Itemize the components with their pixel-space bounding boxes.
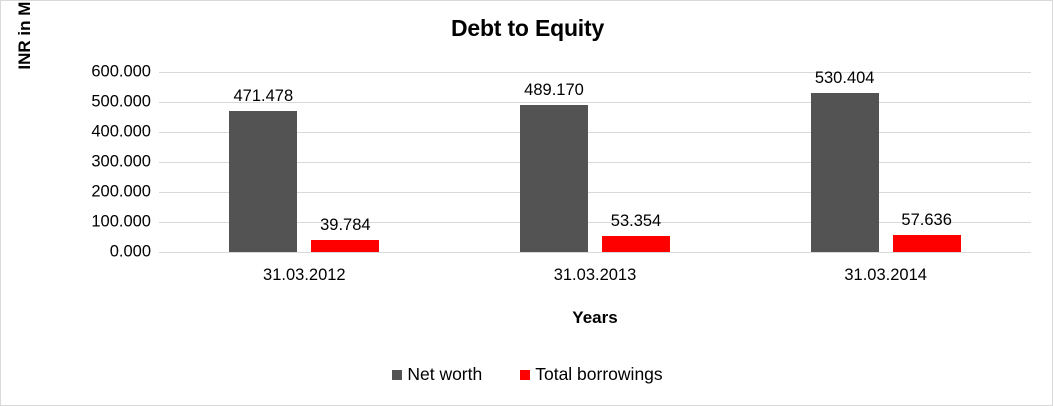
legend-item-label: Total borrowings bbox=[535, 364, 663, 384]
legend-item[interactable]: Net worth bbox=[392, 364, 482, 385]
y-axis-title: INR in Mlns. bbox=[15, 0, 34, 70]
x-axis-title: Years bbox=[572, 308, 618, 327]
bar-value-label: 39.784 bbox=[320, 216, 371, 235]
gridline bbox=[159, 102, 1031, 103]
x-axis-tick-label: 31.03.2014 bbox=[844, 266, 927, 284]
bar-value-label: 530.404 bbox=[814, 68, 875, 87]
gridline bbox=[159, 132, 1031, 133]
legend-swatch-icon bbox=[520, 369, 531, 380]
y-axis-tick-label: 300.000 bbox=[91, 152, 151, 171]
y-axis-tick-label: 600.000 bbox=[91, 62, 151, 81]
gridline bbox=[159, 72, 1031, 73]
y-axis-tick-label: 100.000 bbox=[91, 212, 151, 231]
legend-item-label: Net worth bbox=[407, 364, 483, 384]
plot-area: 471.478 39.784 489.170 53.354 530.404 57.636 bbox=[159, 68, 1031, 253]
legend-swatch-icon bbox=[392, 369, 403, 380]
bar-networth[interactable] bbox=[520, 105, 588, 252]
x-axis-tick-label: 31.03.2012 bbox=[263, 266, 346, 284]
bar-value-label: 57.636 bbox=[901, 210, 952, 229]
bar-borrow[interactable] bbox=[311, 240, 380, 252]
x-axis-tick-label: 31.03.2013 bbox=[553, 266, 637, 284]
gridline bbox=[159, 162, 1031, 163]
chart-title: Debt to Equity bbox=[450, 15, 605, 41]
bar-networth[interactable] bbox=[810, 92, 879, 252]
gridline bbox=[159, 252, 1031, 253]
bar-value-label: 489.170 bbox=[524, 81, 584, 100]
bar-value-label: 53.354 bbox=[610, 211, 662, 230]
y-axis-tick-label: 200.000 bbox=[91, 182, 151, 201]
y-axis-tick-label: 0.000 bbox=[109, 242, 151, 261]
bar-borrow[interactable] bbox=[892, 234, 961, 252]
bar-value-label: 471.478 bbox=[233, 86, 294, 105]
y-axis-tick-label: 500.000 bbox=[91, 92, 151, 111]
gridline bbox=[159, 192, 1031, 193]
y-axis-tick-label: 400.000 bbox=[91, 122, 151, 141]
gridline bbox=[159, 222, 1031, 223]
x-axis-tick-labels: 31.03.2012 31.03.2013 31.03.2014 bbox=[159, 266, 1031, 292]
chart-legend: Net worth Total borrowings bbox=[1, 364, 1052, 385]
bar-borrow[interactable] bbox=[602, 236, 670, 252]
y-axis-tick-labels: 600.000 500.000 400.000 300.000 200.000 100.0… bbox=[49, 63, 151, 261]
bar-networth[interactable] bbox=[229, 110, 298, 252]
legend-item[interactable]: Total borrowings bbox=[520, 364, 663, 385]
